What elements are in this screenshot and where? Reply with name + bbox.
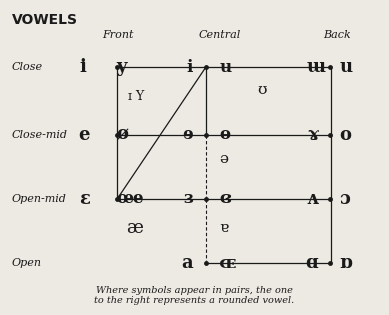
Text: ɒ: ɒ xyxy=(339,254,352,272)
Text: ɪ Y: ɪ Y xyxy=(128,90,144,103)
Text: ʌ: ʌ xyxy=(307,190,318,208)
Text: ɞ: ɞ xyxy=(219,190,231,207)
Text: y: y xyxy=(116,58,127,76)
Text: Central: Central xyxy=(198,30,240,40)
Text: ə: ə xyxy=(219,152,228,166)
Text: i: i xyxy=(79,58,86,76)
Text: Front: Front xyxy=(103,30,134,40)
Text: Close-mid: Close-mid xyxy=(12,129,68,140)
Text: ø: ø xyxy=(116,125,128,144)
Text: a: a xyxy=(181,254,193,272)
Text: ɛ: ɛ xyxy=(79,190,90,208)
Text: Open-mid: Open-mid xyxy=(12,194,67,204)
Text: ɑ: ɑ xyxy=(306,254,318,272)
Text: ɯ: ɯ xyxy=(307,58,326,76)
Text: ɶ: ɶ xyxy=(219,255,237,272)
Text: ɔ: ɔ xyxy=(339,190,350,208)
Text: o: o xyxy=(339,125,351,144)
Text: ɵ: ɵ xyxy=(219,126,230,143)
Text: Open: Open xyxy=(12,258,42,268)
Text: œe: œe xyxy=(116,190,144,207)
Text: æ: æ xyxy=(126,219,143,237)
Text: e: e xyxy=(78,125,90,144)
Text: ɘ: ɘ xyxy=(182,126,193,143)
Text: ʉ: ʉ xyxy=(219,59,231,76)
Text: ɤ: ɤ xyxy=(307,125,318,144)
Text: ɐ: ɐ xyxy=(219,221,228,235)
Text: Close: Close xyxy=(12,62,43,72)
Text: ɜ: ɜ xyxy=(183,190,193,207)
Text: u: u xyxy=(339,58,352,76)
Text: ʊ: ʊ xyxy=(257,83,267,97)
Text: Where symbols appear in pairs, the one
to the right represents a rounded vowel.: Where symbols appear in pairs, the one t… xyxy=(95,286,294,305)
Text: Back: Back xyxy=(323,30,351,40)
Text: VOWELS: VOWELS xyxy=(12,13,78,27)
Text: ɨ: ɨ xyxy=(186,59,193,76)
